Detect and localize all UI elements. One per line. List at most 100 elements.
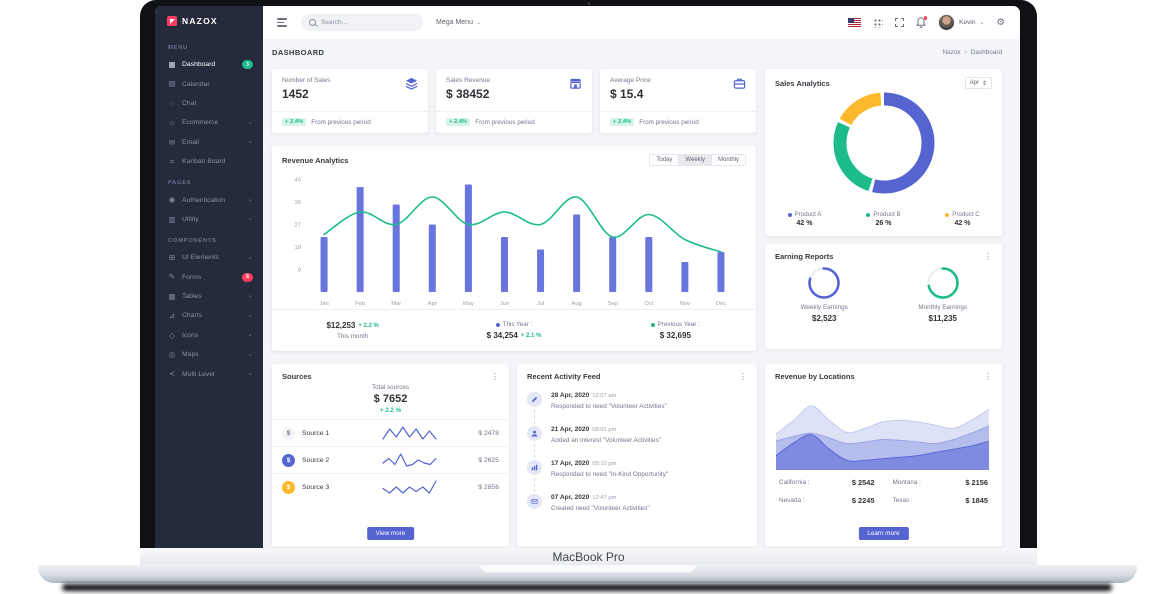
earning-reports-card: Earning Reports ⋮ Weekly Earnings $2,523 M… [765, 244, 1002, 349]
search-icon [309, 19, 316, 26]
sidebar-item-dashboard[interactable]: ▦ Dashboard 3 [155, 55, 263, 74]
breadcrumb: Nazox › Dashboard [942, 49, 1002, 56]
source-icon: $ [282, 480, 295, 494]
sidebar-item-label: Maps [182, 351, 199, 359]
svg-text:27: 27 [295, 223, 301, 229]
svg-text:Oct: Oct [644, 301, 653, 307]
source-row-source-3[interactable]: $ Source 3 $ 2856 [272, 473, 509, 500]
location-label: Montana : [892, 479, 921, 486]
svg-text:Aug: Aug [571, 301, 581, 307]
sidebar-item-label: Dashboard [182, 61, 216, 69]
range-button-monthly[interactable]: Monthly [710, 154, 746, 166]
stat-delta-badge: + 2.4% [282, 118, 307, 126]
location-value: $ 2245 [851, 496, 875, 505]
search-box[interactable] [301, 14, 423, 31]
total-sources-value: $ 7652 [373, 393, 408, 405]
notifications-bell-icon[interactable] [916, 16, 928, 28]
stat-label: Sales Revenue [446, 77, 491, 84]
period-select[interactable]: Apr ⇕ [964, 77, 992, 89]
source-name: Source 1 [302, 429, 330, 437]
charts-icon: ⊿ [168, 311, 176, 321]
activity-text: Created need "Volunteer Activities" [551, 504, 650, 512]
earning-label: Weekly Earnings [800, 304, 848, 311]
apps-grid-icon[interactable] [873, 17, 884, 28]
kebab-menu-icon[interactable]: ⋮ [739, 371, 747, 381]
svg-text:Feb: Feb [355, 301, 365, 307]
svg-text:May: May [463, 301, 474, 307]
utility-icon: ▥ [168, 214, 176, 224]
sidebar-item-email[interactable]: ✉ Email ⌄ [155, 133, 263, 152]
chevron-right-icon: › [964, 49, 967, 56]
source-icon: $ [282, 453, 295, 467]
learn-more-button[interactable]: Learn more [858, 527, 909, 540]
sidebar-item-utility[interactable]: ▥ Utility ⌄ [155, 210, 263, 229]
breadcrumb-current: Dashboard [970, 49, 1002, 56]
location-stat-nevada: Nevada : $ 2245 [779, 496, 875, 505]
sidebar-badge: 8 [242, 272, 253, 282]
sidebar-item-ui-elements[interactable]: ⊞ UI Elements ⌄ [155, 248, 263, 267]
source-row-source-2[interactable]: $ Source 2 $ 2625 [272, 446, 509, 473]
kebab-menu-icon[interactable]: ⋮ [491, 371, 499, 381]
sidebar-item-calendar[interactable]: ▤ Calendar [155, 74, 263, 93]
fullscreen-icon[interactable] [895, 18, 905, 27]
activity-item: 28 Apr, 2020 12:07 am Responded to need "V… [527, 392, 749, 424]
stat-value: $ 38452 [446, 87, 490, 101]
user-menu[interactable]: Kevin ⌄ [938, 14, 984, 31]
user-name: Kevin [959, 19, 976, 26]
view-more-button[interactable]: View more [366, 527, 415, 540]
laptop-bezel: NAZOX MENU ▦ Dashboard 3 ▤ Calendar ◌ Chat ⌂ Ecom… [140, 0, 1037, 548]
chevron-down-icon: ⌄ [247, 369, 253, 377]
ecommerce-icon: ⌂ [169, 118, 175, 128]
sidebar-item-maps[interactable]: ◎ Maps ⌄ [155, 345, 263, 364]
stat-card-average-price: Average Price $ 15.4 + 2.4% From previous p… [600, 69, 756, 133]
activity-text: Added an interest "Volunteer Activities" [551, 436, 662, 444]
chevron-down-icon: ⌄ [247, 215, 253, 223]
tables-icon: ▦ [168, 291, 176, 301]
activity-item: 07 Apr, 2020 12:47 pm Created need "Volunt… [527, 494, 749, 514]
activity-item: 21 Apr, 2020 08:01 pm Added an interest "V… [527, 426, 749, 458]
breadcrumb-root-link[interactable]: Nazox [942, 49, 961, 56]
kebab-menu-icon[interactable]: ⋮ [984, 251, 992, 261]
laptop-base [38, 565, 1137, 583]
kebab-menu-icon[interactable]: ⋮ [984, 371, 992, 381]
source-row-source-1[interactable]: $ Source 1 $ 2478 [272, 419, 509, 446]
dashboard-page: DASHBOARD Nazox › Dashboard Number of Sa… [263, 39, 1020, 548]
legend-label: Product A [794, 211, 822, 218]
kanban-board-icon: ⌗ [169, 156, 175, 166]
location-value: $ 2542 [851, 478, 875, 487]
sidebar-item-label: Icons [182, 331, 199, 339]
sidebar-section-title: COMPONENTS [168, 238, 217, 245]
stat-card-sales-revenue: Sales Revenue $ 38452 + 2.4% From previous … [436, 69, 592, 133]
location-stat-texas: Texas : $ 1845 [893, 496, 989, 505]
sidebar-item-tables[interactable]: ▦ Tables ⌄ [155, 287, 263, 306]
sidebar-item-authentication[interactable]: ◉ Authentication ⌄ [155, 190, 263, 209]
pencil-icon [527, 392, 542, 407]
mega-menu-button[interactable]: Mega Menu ⌄ [436, 19, 481, 26]
sidebar-item-charts[interactable]: ⊿ Charts ⌄ [155, 306, 263, 325]
svg-text:45: 45 [295, 178, 301, 184]
sidebar-item-icons[interactable]: ◇ Icons ⌄ [155, 326, 263, 345]
language-flag-icon[interactable] [848, 18, 862, 27]
sidebar-item-kanban-board[interactable]: ⌗ Kanban Board [155, 152, 263, 171]
month-delta: + 2.2 % [358, 322, 379, 329]
location-label: Texas : [892, 497, 913, 504]
stat-note: From previous period [311, 118, 371, 126]
search-input[interactable] [321, 19, 393, 26]
sidebar-item-ecommerce[interactable]: ⌂ Ecommerce ⌄ [155, 113, 263, 132]
location-label: California : [779, 479, 810, 486]
sidebar-item-forms[interactable]: ✎ Forms 8 [155, 268, 263, 287]
chevron-down-icon: ⌄ [247, 292, 253, 300]
mail-icon [527, 494, 542, 509]
activity-time: 12:07 am [592, 393, 617, 399]
svg-text:Jul: Jul [537, 301, 544, 307]
page-title: DASHBOARD [272, 48, 325, 57]
sidebar-item-multi-level[interactable]: ≺ Multi Level ⌄ [155, 364, 263, 383]
svg-text:Nov: Nov [680, 301, 690, 307]
source-sparkline [347, 479, 471, 495]
multi-level-icon: ≺ [168, 369, 176, 379]
brand[interactable]: NAZOX [155, 6, 263, 36]
settings-gear-icon[interactable]: ⚙ [996, 16, 1005, 28]
this-year-value: $ 34,254 [486, 331, 518, 340]
sidebar-item-chat[interactable]: ◌ Chat [155, 94, 263, 113]
menu-toggle-button[interactable] [277, 18, 287, 27]
